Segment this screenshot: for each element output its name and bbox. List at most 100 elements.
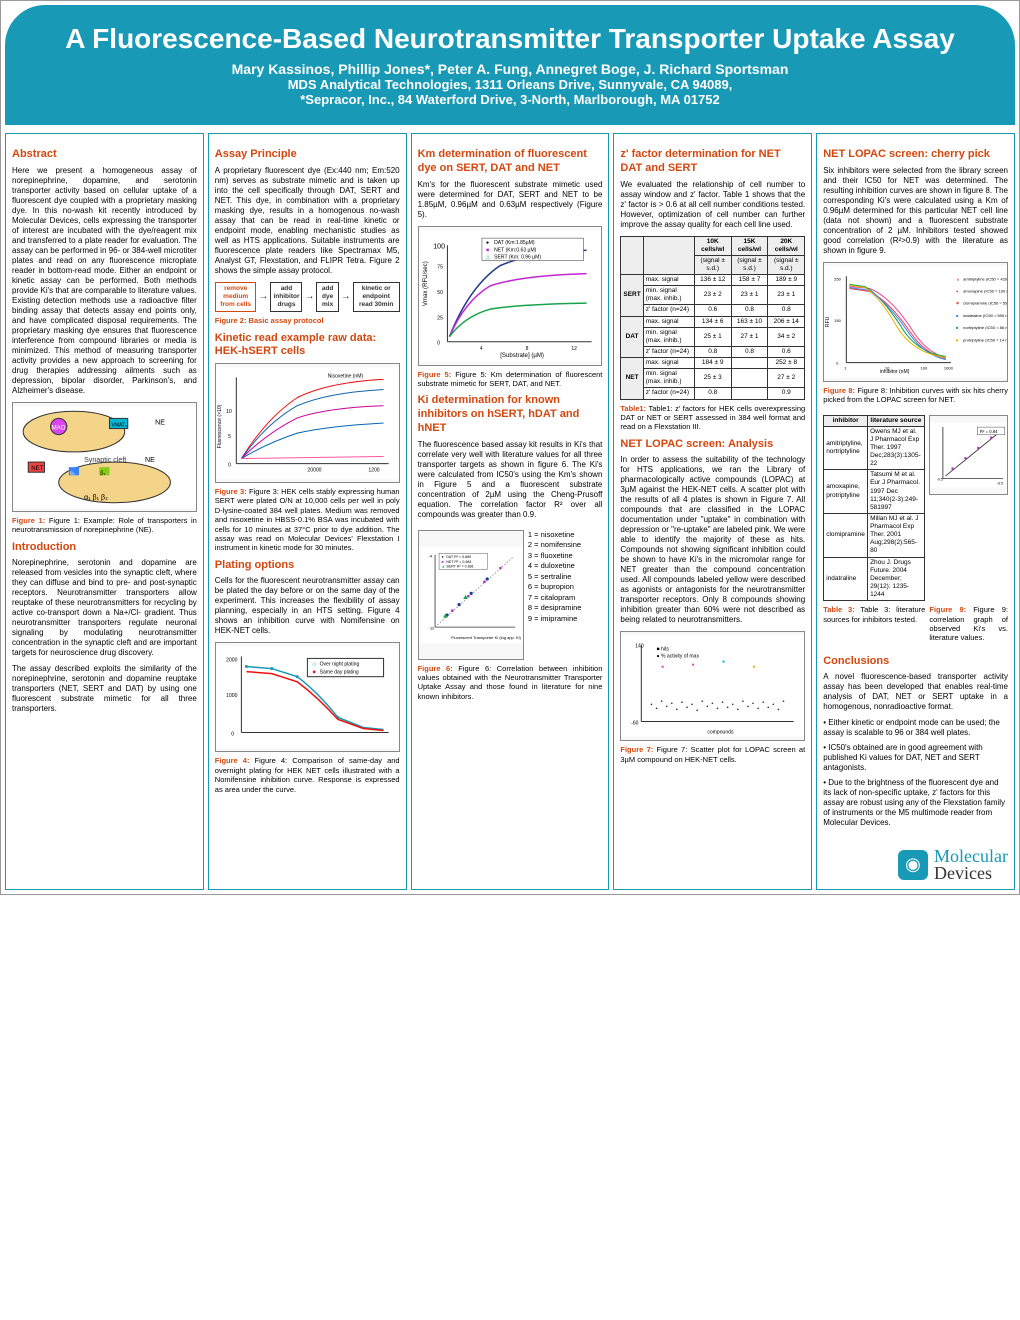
svg-text:1000: 1000 — [944, 365, 954, 370]
poster-header: A Fluorescence-Based Neurotransmitter Tr… — [5, 5, 1015, 125]
svg-text:Nisoxetine (nM): Nisoxetine (nM) — [328, 373, 364, 379]
km-text: Km's for the fluorescent substrate mimet… — [418, 180, 603, 220]
authors: Mary Kassinos, Phillip Jones*, Peter A. … — [17, 61, 1003, 77]
flow-step-2: add inhibitor drugs — [270, 282, 302, 312]
figure-3: Fluorescence (×10) 0 5 10 1200 20000 Nis… — [215, 363, 400, 483]
svg-text:Synaptic cleft: Synaptic cleft — [84, 456, 126, 464]
fig7-caption: Figure 7: Figure 7: Scatter plot for LOP… — [620, 745, 805, 764]
fig4-caption: Figure 4: Figure 4: Comparison of same-d… — [215, 756, 400, 794]
tab1-caption: Table1: Table1: z' factors for HEK cells… — [620, 404, 805, 432]
svg-text:protriptyline (IC50 = 14 nM): protriptyline (IC50 = 14 nM) — [963, 337, 1007, 342]
h-abstract: Abstract — [12, 148, 197, 162]
svg-text:10: 10 — [226, 409, 232, 415]
svg-text:■ hits: ■ hits — [657, 647, 670, 653]
svg-text:compounds: compounds — [708, 730, 735, 736]
column-1: Abstract Here we present a homogeneous a… — [5, 133, 204, 890]
column-3: Km determination of fluorescent dye on S… — [411, 133, 610, 890]
svg-text:8: 8 — [525, 345, 528, 351]
ki-text: The fluorescence based assay kit results… — [418, 440, 603, 520]
svg-text:indatraline (IC50 = 595 nM): indatraline (IC50 = 595 nM) — [963, 313, 1007, 318]
columns: Abstract Here we present a homogeneous a… — [1, 129, 1019, 894]
fig8-caption: Figure 8: Figure 8: Inhibition curves wi… — [823, 386, 1008, 405]
svg-text:α₁ β₁ β₂: α₁ β₁ β₂ — [84, 493, 108, 501]
svg-text:-6.5: -6.5 — [997, 481, 1003, 485]
svg-text:20000: 20000 — [307, 468, 321, 474]
svg-text:NE: NE — [145, 456, 155, 464]
svg-text:◇: ◇ — [312, 662, 316, 668]
svg-text:R² = 0.94: R² = 0.94 — [980, 429, 998, 434]
logo-sub: Devices — [934, 863, 992, 883]
arrow-icon: → — [341, 291, 351, 304]
fig3-cap-text: Figure 3: HEK cells stably expressing hu… — [215, 487, 400, 552]
fig3-caption: Figure 3: Figure 3: HEK cells stably exp… — [215, 487, 400, 553]
cherry-text: Six inhibitors were selected from the li… — [823, 166, 1008, 256]
inhibitor-list: 1 = nisoxetine 2 = nomifensine 3 = fluox… — [528, 530, 603, 660]
figure-5: Vmax (RFU/sec) [Substrate] (µM) 025 5075… — [418, 226, 603, 366]
svg-text:● % activity of max: ● % activity of max — [657, 654, 700, 660]
svg-text:0: 0 — [228, 463, 231, 469]
figure-6: Fluorescent Transporter Ki (log app. Ki)… — [418, 530, 524, 660]
column-4: z' factor determination for NET DAT and … — [613, 133, 812, 890]
figure-8: RFU inhibitor (nM) 0150250 1101001000 ▲a… — [823, 262, 1008, 382]
arrow-icon: → — [304, 291, 314, 304]
svg-text:10: 10 — [885, 365, 890, 370]
poster: A Fluorescence-Based Neurotransmitter Tr… — [0, 0, 1020, 895]
svg-text:VMAT₂: VMAT₂ — [112, 422, 128, 428]
svg-text:100: 100 — [433, 242, 445, 250]
logo-icon: ◉ — [898, 850, 928, 880]
h-plating: Plating options — [215, 559, 400, 573]
svg-text:Fluorescence (×10): Fluorescence (×10) — [217, 404, 223, 448]
svg-text:-12: -12 — [428, 625, 435, 630]
svg-text:SERT (Km: 0.96 µM): SERT (Km: 0.96 µM) — [494, 254, 541, 260]
tab1-cap-text: Table1: z' factors for HEK cells overexp… — [620, 404, 805, 432]
svg-text:SERT R² = 0.881: SERT R² = 0.881 — [446, 564, 473, 568]
svg-text:■: ■ — [312, 670, 315, 676]
h-analysis: NET LOPAC screen: Analysis — [620, 438, 805, 452]
fig9-caption: Figure 9: Figure 9: correlation graph of… — [929, 605, 1008, 643]
svg-text:12: 12 — [571, 345, 577, 351]
svg-text:▲: ▲ — [956, 276, 960, 281]
svg-text:2000: 2000 — [226, 658, 237, 664]
affiliation-2: *Sepracor, Inc., 84 Waterford Drive, 3-N… — [17, 92, 1003, 107]
svg-text:Over night plating: Over night plating — [319, 662, 359, 668]
fig2-cap-text: Figure 2: Basic assay protocol — [215, 316, 324, 325]
svg-text:α₃: α₃ — [70, 470, 75, 476]
svg-text:✱: ✱ — [956, 300, 960, 305]
flow-step-3: add dye mix — [316, 282, 338, 312]
figure-7: -60140 ■ hits ● % activity of max — [620, 631, 805, 741]
arrow-icon: → — [258, 291, 268, 304]
svg-text:-60: -60 — [632, 721, 640, 727]
figure-4: 0 1000 2000 ◇ Over night plating ■ Same … — [215, 642, 400, 752]
h-conclusions: Conclusions — [823, 655, 1008, 669]
svg-text:Same day plating: Same day plating — [319, 670, 358, 676]
svg-text:DAT (Km:1.85µM): DAT (Km:1.85µM) — [494, 240, 535, 246]
svg-text:Fluorescent Transporter Ki (lo: Fluorescent Transporter Ki (log app. Ki) — [451, 635, 521, 640]
tab3-caption: Table 3: Table 3: literature sources for… — [823, 605, 925, 643]
svg-text:NET (Km:0.63 µM): NET (Km:0.63 µM) — [494, 247, 537, 253]
h-intro: Introduction — [12, 541, 197, 555]
fig6-caption: Figure 6: Figure 6: Correlation between … — [418, 664, 603, 702]
svg-text:●: ● — [441, 555, 443, 559]
h-ki: Ki determination for known inhibitors on… — [418, 394, 603, 435]
svg-text:▲: ▲ — [441, 564, 445, 568]
table-1: 10K cells/wl15K cells/wl20K cells/wl(sig… — [620, 236, 805, 400]
svg-text:■: ■ — [486, 247, 489, 253]
h-kinetic: Kinetic read example raw data: HEK-hSERT… — [215, 332, 400, 360]
svg-text:RFU: RFU — [825, 316, 831, 327]
svg-text:β₃: β₃ — [100, 470, 105, 476]
flow-diagram: remove medium from cells → add inhibitor… — [215, 282, 400, 312]
fig1-caption: Figure 1: Figure 1: Example: Role of tra… — [12, 516, 197, 535]
svg-text:DAT R² = 0.889: DAT R² = 0.889 — [446, 555, 471, 559]
brand-logo: ◉ Molecular Devices — [823, 848, 1008, 880]
poster-title: A Fluorescence-Based Neurotransmitter Tr… — [17, 23, 1003, 55]
svg-text:150: 150 — [834, 318, 842, 323]
flow-step-4: kinetic or endpoint read 30min — [353, 282, 400, 312]
svg-text:●: ● — [486, 240, 489, 246]
svg-text:amoxapine (IC50 = 100 nM): amoxapine (IC50 = 100 nM) — [963, 288, 1007, 293]
intro-p1: Norepinephrine, serotonin and dopamine a… — [12, 558, 197, 658]
concl-intro: A novel fluorescence-based transporter a… — [823, 672, 1008, 712]
svg-text:NE: NE — [155, 418, 165, 426]
svg-text:nortriptyline (IC50 = 86 nM): nortriptyline (IC50 = 86 nM) — [963, 325, 1007, 330]
column-5: NET LOPAC screen: cherry pick Six inhibi… — [816, 133, 1015, 890]
zprime-text: We evaluated the relationship of cell nu… — [620, 180, 805, 230]
